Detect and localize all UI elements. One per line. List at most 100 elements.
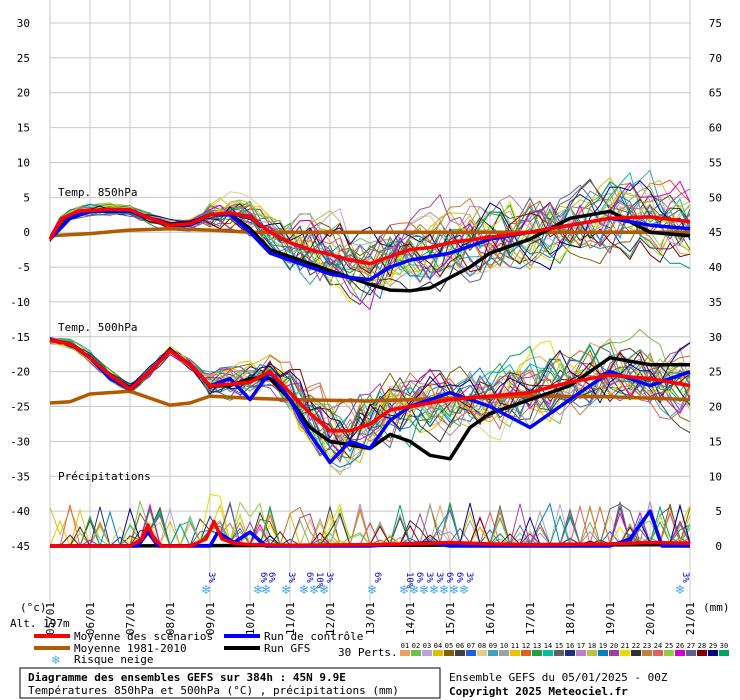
perturbation-legend: 01 02 03 04 05 06 07 08 09 10 11 12 13 14 15 16 17 18 19 20…	[400, 642, 729, 656]
x-tick-label: 18/01	[564, 602, 577, 635]
pert-id-label: 13	[533, 642, 541, 650]
member-22-t500	[49, 341, 691, 443]
snow-risk-pct: 3%	[680, 572, 690, 583]
run-label: Ensemble GEFS du 05/01/2025 - 00Z	[449, 671, 668, 684]
pert-swatch	[499, 650, 509, 656]
pert-swatch	[664, 650, 674, 656]
right-axis-unit: (mm)	[703, 601, 730, 614]
left-tick-label: 25	[17, 52, 30, 65]
altitude-label: Alt. 197m	[10, 617, 70, 630]
snow-risk-pct: 3%	[286, 572, 296, 583]
x-tick-label: 08/01	[164, 602, 177, 635]
main-series	[48, 207, 691, 548]
pert-swatch	[543, 650, 553, 656]
section-label-t500: Temp. 500hPa	[58, 321, 137, 334]
series-0-precip	[50, 519, 691, 548]
snow-risk-pct: 6%	[258, 572, 268, 583]
right-tick-label: 0	[715, 540, 722, 553]
pert-id-label: 23	[643, 642, 651, 650]
pert-id-label: 07	[467, 642, 475, 650]
snow-risk-pct: 6%	[454, 572, 464, 583]
snow-risk-pct: 6%	[372, 572, 382, 583]
legend-gfs-label: Run GFS	[264, 642, 310, 655]
x-tick-label: 07/01	[124, 602, 137, 635]
right-tick-label: 15	[709, 435, 722, 448]
snowflake-icon: ❄	[410, 582, 419, 598]
right-tick-label: 50	[709, 191, 722, 204]
pert-swatch	[675, 650, 685, 656]
perturbations-label: 30 Perts.	[338, 646, 398, 659]
pert-id-label: 24	[654, 642, 662, 650]
pert-id-label: 18	[588, 642, 596, 650]
series-0-t850	[48, 207, 691, 266]
snowflake-icon: ❄	[300, 582, 309, 598]
member-12-t850	[49, 179, 691, 275]
pert-swatch	[708, 650, 718, 656]
member-29-t850	[49, 180, 691, 271]
chart-subtitle: Températures 850hPa et 500hPa (°C) , pré…	[28, 684, 399, 697]
left-tick-label: 15	[17, 122, 30, 135]
snowflake-icon: ❄	[676, 582, 685, 598]
chart-title: Diagramme des ensembles GEFS sur 384h : …	[28, 671, 346, 684]
snowflake-icon: ❄	[254, 582, 263, 598]
pert-id-label: 21	[621, 642, 629, 650]
pert-id-label: 05	[445, 642, 453, 650]
snow-risk-pct: 6%	[304, 572, 314, 583]
chart-grid	[49, 0, 691, 606]
pert-swatch	[433, 650, 443, 656]
snowflake-icon: ❄	[51, 653, 60, 668]
pert-id-label: 28	[698, 642, 706, 650]
section-label-t850: Temp. 850hPa	[58, 186, 137, 199]
snow-risk-pct: 3%	[324, 572, 334, 583]
snow-risk-pct: 10%	[404, 572, 414, 589]
left-tick-label: -20	[10, 366, 30, 379]
pert-id-label: 10	[500, 642, 508, 650]
left-tick-label: 20	[17, 87, 30, 100]
pert-id-label: 02	[412, 642, 420, 650]
pert-id-label: 04	[434, 642, 442, 650]
snowflake-icon: ❄	[420, 582, 429, 598]
left-tick-label: 5	[23, 191, 30, 204]
pert-id-label: 19	[599, 642, 607, 650]
pert-swatch	[598, 650, 608, 656]
pert-swatch	[510, 650, 520, 656]
left-tick-label: -10	[10, 296, 30, 309]
x-tick-label: 11/01	[284, 602, 297, 635]
snow-risk-pct: 3%	[464, 572, 474, 583]
snow-risk-pct: 3%	[434, 572, 444, 583]
pert-id-label: 30	[720, 642, 728, 650]
x-tick-label: 06/01	[84, 602, 97, 635]
left-tick-label: 0	[23, 226, 30, 239]
pert-swatch	[587, 650, 597, 656]
pert-id-label: 12	[522, 642, 530, 650]
pert-swatch	[532, 650, 542, 656]
right-tick-label: 55	[709, 156, 722, 169]
right-tick-label: 70	[709, 52, 722, 65]
snow-risk-pct: 6%	[266, 572, 276, 583]
pert-swatch	[686, 650, 696, 656]
legend: Moyenne des scénarios Moyenne 1981-2010 …	[34, 630, 363, 668]
pert-swatch	[565, 650, 575, 656]
x-tick-label: 10/01	[244, 602, 257, 635]
snowflake-icon: ❄	[400, 582, 409, 598]
pert-swatch	[422, 650, 432, 656]
x-tick-label: 13/01	[364, 602, 377, 635]
snowflake-icon: ❄	[460, 582, 469, 598]
pert-swatch	[653, 650, 663, 656]
right-tick-label: 35	[709, 296, 722, 309]
right-tick-label: 30	[709, 331, 722, 344]
x-tick-label: 16/01	[484, 602, 497, 635]
pert-swatch	[400, 650, 410, 656]
snow-risk-pct: 3%	[206, 572, 216, 583]
pert-swatch	[466, 650, 476, 656]
snowflake-icon: ❄	[320, 582, 329, 598]
x-tick-label: 17/01	[524, 602, 537, 635]
pert-id-label: 15	[555, 642, 563, 650]
pert-id-label: 06	[456, 642, 464, 650]
snow-risk-pct: 6%	[414, 572, 424, 583]
pert-id-label: 01	[401, 642, 409, 650]
pert-id-label: 26	[676, 642, 684, 650]
left-tick-label: -25	[10, 401, 30, 414]
right-tick-label: 25	[709, 366, 722, 379]
